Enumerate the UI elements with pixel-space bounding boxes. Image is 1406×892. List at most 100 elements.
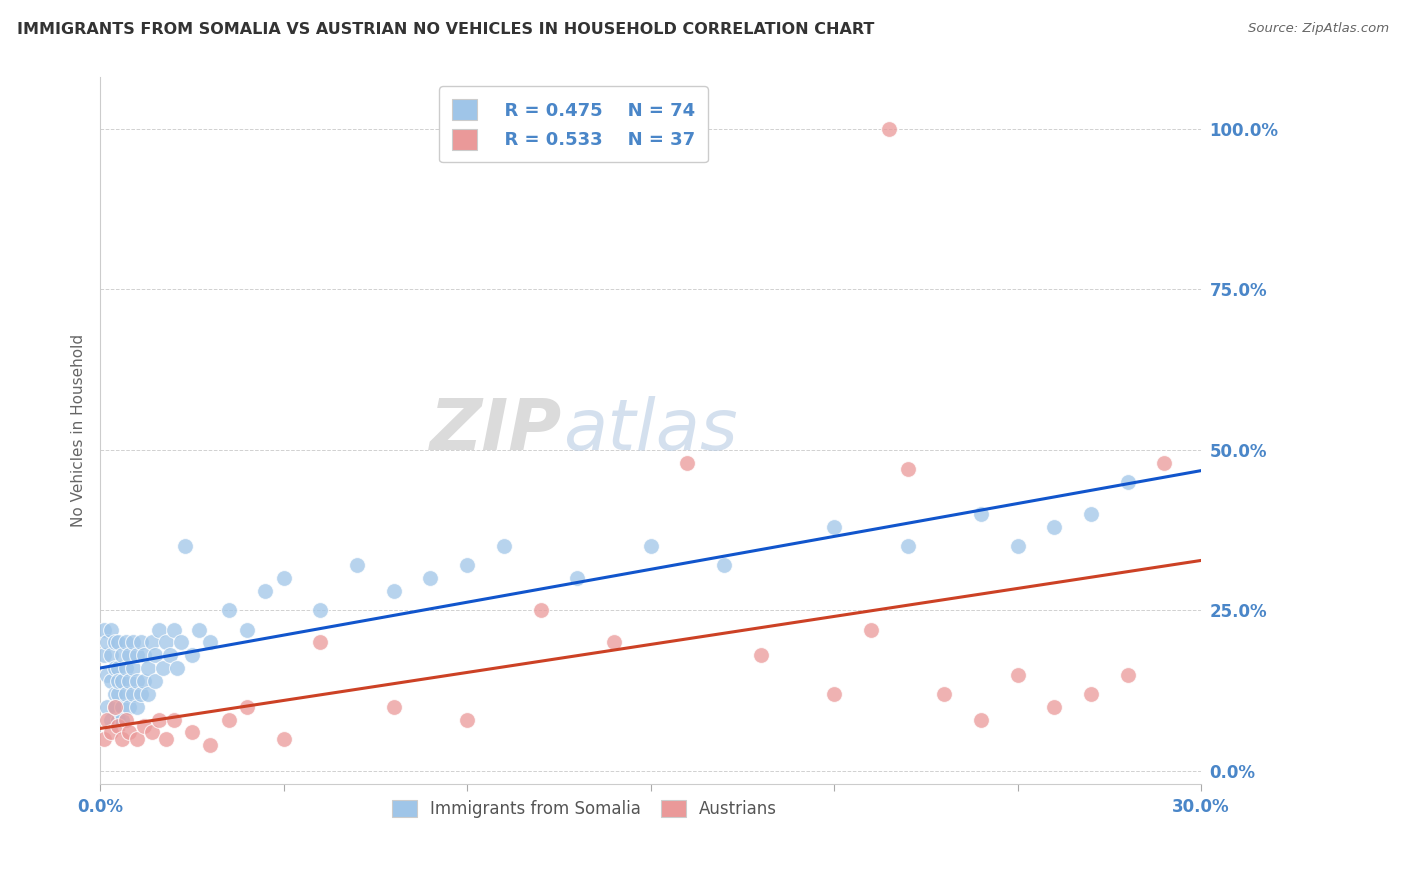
Point: [134, 719, 156, 733]
Point: [188, 623, 211, 637]
Point: [96, 667, 118, 681]
Point: [118, 725, 141, 739]
Point: [1043, 699, 1066, 714]
Point: [104, 699, 127, 714]
Point: [1080, 687, 1102, 701]
Point: [273, 731, 295, 746]
Point: [114, 635, 136, 649]
Point: [93, 623, 115, 637]
Point: [676, 456, 699, 470]
Point: [114, 713, 136, 727]
Text: ZIP: ZIP: [430, 396, 562, 465]
Point: [934, 687, 956, 701]
Point: [104, 687, 127, 701]
Point: [823, 520, 845, 534]
Point: [273, 571, 295, 585]
Point: [100, 623, 122, 637]
Point: [134, 648, 156, 663]
Point: [111, 699, 134, 714]
Point: [970, 507, 993, 521]
Point: [136, 687, 159, 701]
Point: [309, 603, 332, 617]
Point: [122, 661, 145, 675]
Point: [125, 648, 148, 663]
Point: [1007, 539, 1029, 553]
Point: [104, 635, 127, 649]
Point: [96, 635, 118, 649]
Point: [107, 661, 129, 675]
Point: [1043, 520, 1066, 534]
Point: [134, 673, 156, 688]
Point: [104, 699, 127, 714]
Point: [159, 648, 181, 663]
Point: [107, 719, 129, 733]
Point: [419, 571, 441, 585]
Point: [170, 635, 193, 649]
Point: [125, 731, 148, 746]
Text: atlas: atlas: [562, 396, 737, 465]
Point: [143, 648, 166, 663]
Point: [877, 121, 900, 136]
Point: [640, 539, 662, 553]
Point: [93, 648, 115, 663]
Point: [200, 738, 222, 752]
Point: [1153, 456, 1175, 470]
Point: [1007, 667, 1029, 681]
Point: [118, 699, 141, 714]
Point: [148, 623, 170, 637]
Point: [162, 623, 184, 637]
Point: [100, 648, 122, 663]
Point: [236, 699, 259, 714]
Point: [96, 699, 118, 714]
Point: [125, 699, 148, 714]
Point: [382, 584, 405, 599]
Point: [896, 539, 918, 553]
Point: [529, 603, 551, 617]
Point: [382, 699, 405, 714]
Point: [129, 635, 152, 649]
Point: [166, 661, 188, 675]
Point: [200, 635, 222, 649]
Point: [456, 713, 478, 727]
Point: [100, 713, 122, 727]
Point: [143, 673, 166, 688]
Point: [111, 673, 134, 688]
Point: [114, 687, 136, 701]
Point: [1080, 507, 1102, 521]
Point: [492, 539, 515, 553]
Point: [155, 635, 177, 649]
Point: [129, 687, 152, 701]
Point: [122, 687, 145, 701]
Point: [218, 603, 240, 617]
Point: [104, 661, 127, 675]
Point: [180, 725, 202, 739]
Point: [456, 558, 478, 573]
Point: [107, 635, 129, 649]
Point: [567, 571, 589, 585]
Point: [152, 661, 174, 675]
Point: [236, 623, 259, 637]
Point: [100, 673, 122, 688]
Point: [180, 648, 202, 663]
Point: [346, 558, 368, 573]
Point: [122, 635, 145, 649]
Y-axis label: No Vehicles in Household: No Vehicles in Household: [72, 334, 86, 527]
Point: [749, 648, 772, 663]
Point: [162, 713, 184, 727]
Point: [603, 635, 626, 649]
Point: [141, 635, 163, 649]
Point: [896, 462, 918, 476]
Point: [107, 673, 129, 688]
Legend: Immigrants from Somalia, Austrians: Immigrants from Somalia, Austrians: [385, 793, 785, 825]
Point: [118, 673, 141, 688]
Point: [114, 661, 136, 675]
Point: [823, 687, 845, 701]
Point: [970, 713, 993, 727]
Point: [111, 713, 134, 727]
Point: [136, 661, 159, 675]
Point: [107, 687, 129, 701]
Point: [218, 713, 240, 727]
Point: [1116, 667, 1139, 681]
Point: [1116, 475, 1139, 489]
Point: [309, 635, 332, 649]
